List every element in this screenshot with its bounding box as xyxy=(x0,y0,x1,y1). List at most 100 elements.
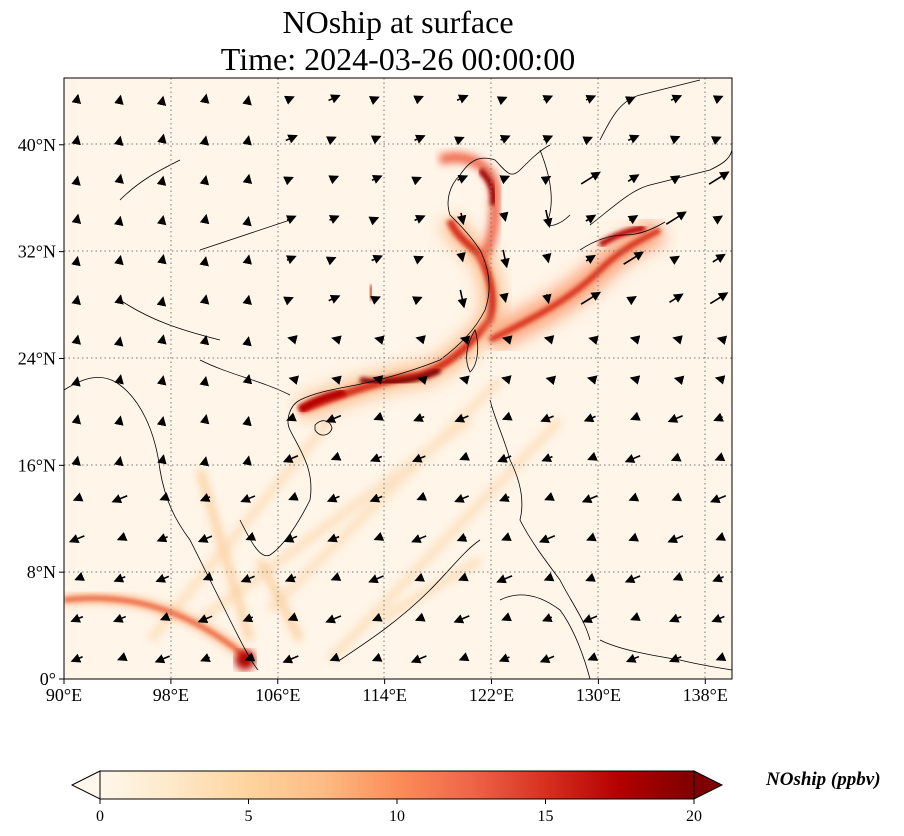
wind-arrow xyxy=(538,534,556,544)
y-tick-label: 8°N xyxy=(27,562,56,582)
wind-arrow xyxy=(414,214,426,224)
wind-arrow xyxy=(624,454,641,463)
wind-arrow xyxy=(111,494,128,504)
wind-arrow xyxy=(325,413,342,423)
wind-arrow xyxy=(199,413,210,425)
wind-arrow xyxy=(630,411,641,421)
wind-arrow xyxy=(114,94,124,105)
wind-arrow xyxy=(411,534,427,543)
wind-arrow xyxy=(453,614,470,624)
wind-arrow xyxy=(199,294,210,305)
wind-arrow xyxy=(116,532,128,541)
wind-arrow xyxy=(583,413,596,423)
wind-arrow xyxy=(501,411,513,421)
wind-arrow xyxy=(542,613,553,622)
wind-arrow xyxy=(326,493,340,503)
wind-arrow xyxy=(283,176,294,186)
wind-arrow xyxy=(370,295,381,305)
wind-arrow xyxy=(628,532,640,542)
wind-arrow xyxy=(328,215,340,224)
x-tick-label: 90°E xyxy=(46,685,82,705)
wind-arrow xyxy=(456,212,467,226)
map-title-line1: NOship at surface xyxy=(282,4,514,40)
wind-arrow xyxy=(543,209,553,229)
wind-arrow xyxy=(539,654,555,663)
wind-arrow xyxy=(585,94,597,104)
wind-arrow xyxy=(283,533,298,543)
wind-arrow xyxy=(459,451,470,461)
wind-arrow xyxy=(414,612,426,622)
wind-arrow xyxy=(202,571,214,581)
wind-arrow xyxy=(459,375,470,385)
y-axis-ticks: 0° 8°N 16°N 24°N 32°N 40°N xyxy=(18,135,64,689)
wind-arrow xyxy=(71,294,81,306)
wind-arrow xyxy=(501,612,512,622)
wind-arrow xyxy=(368,216,380,226)
wind-arrow xyxy=(500,249,510,269)
wind-arrow xyxy=(585,254,596,264)
wind-arrow xyxy=(456,532,468,542)
wind-arrow xyxy=(283,296,294,306)
x-tick-label: 98°E xyxy=(153,685,189,705)
wind-arrow xyxy=(543,572,555,582)
wind-arrow xyxy=(325,256,337,266)
wind-arrow xyxy=(413,255,424,265)
wind-arrow xyxy=(330,572,342,581)
wind-arrow xyxy=(456,94,469,104)
wind-arrow xyxy=(454,493,469,503)
wind-arrow xyxy=(154,654,170,664)
wind-arrow xyxy=(714,452,726,462)
wind-arrow xyxy=(242,254,252,265)
wind-arrow xyxy=(496,96,508,106)
wind-arrow xyxy=(71,414,82,425)
colorbar-tick-label: 10 xyxy=(389,808,405,825)
wind-arrow xyxy=(669,255,680,265)
wind-arrow xyxy=(286,412,297,422)
colorbar-tick-label: 0 xyxy=(96,808,104,825)
wind-arrow xyxy=(282,654,299,664)
wind-arrow xyxy=(370,135,382,145)
x-tick-label: 106°E xyxy=(255,685,300,705)
x-tick-label: 130°E xyxy=(576,685,621,705)
wind-arrow xyxy=(665,211,687,225)
wind-arrow xyxy=(715,652,727,661)
wind-arrow xyxy=(499,493,510,502)
wind-arrow xyxy=(411,176,422,186)
wind-arrow xyxy=(496,574,513,584)
y-tick-label: 24°N xyxy=(18,348,56,368)
wind-arrow xyxy=(708,171,730,185)
wind-arrow xyxy=(70,613,84,623)
wind-arrow xyxy=(414,572,426,582)
wind-arrow xyxy=(502,335,513,345)
wind-arrow xyxy=(499,135,511,144)
wind-arrow xyxy=(199,334,210,346)
wind-arrow xyxy=(625,653,640,663)
map-title-line2: Time: 2024-03-26 00:00:00 xyxy=(220,41,576,77)
wind-arrow xyxy=(710,494,727,504)
wind-arrow xyxy=(542,252,552,264)
wind-arrow xyxy=(501,375,512,385)
wind-arrow xyxy=(284,573,297,583)
wind-arrow xyxy=(629,335,641,345)
wind-arrow xyxy=(113,573,126,583)
wind-arrow xyxy=(714,375,726,385)
wind-arrow xyxy=(542,135,554,144)
wind-arrow xyxy=(71,213,82,225)
wind-arrow xyxy=(159,492,171,501)
wind-arrow xyxy=(709,292,729,305)
wind-arrow xyxy=(114,415,124,426)
wind-arrow xyxy=(371,174,383,184)
wind-arrow xyxy=(326,136,337,146)
noship-field xyxy=(64,152,666,670)
wind-arrow xyxy=(327,533,340,543)
wind-arrow xyxy=(541,453,553,462)
wind-arrow xyxy=(587,451,598,461)
wind-arrow xyxy=(72,492,84,502)
wind-arrow xyxy=(669,175,681,185)
wind-arrow xyxy=(117,652,128,661)
wind-arrow xyxy=(540,413,554,423)
wind-arrow xyxy=(157,254,167,265)
colorbar-gradient xyxy=(100,771,694,799)
wind-arrow xyxy=(331,375,342,385)
wind-arrow xyxy=(672,572,684,581)
